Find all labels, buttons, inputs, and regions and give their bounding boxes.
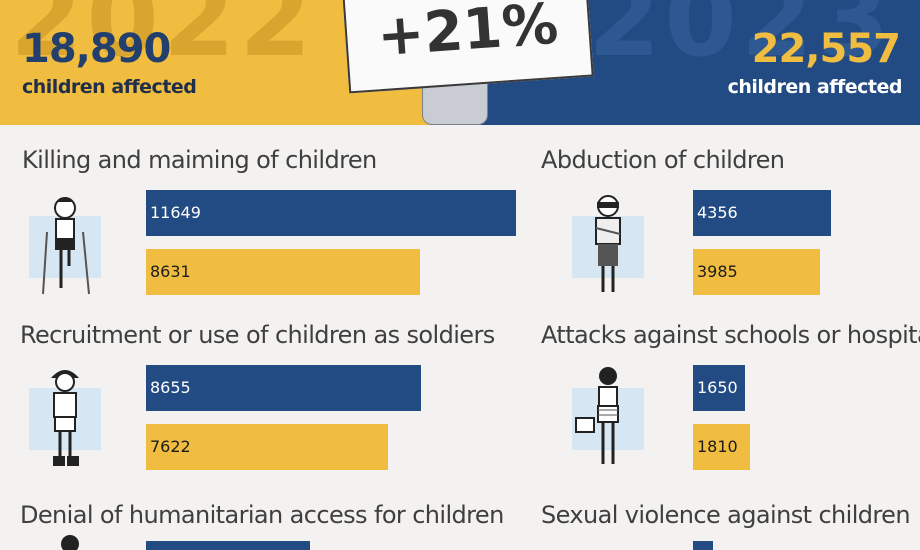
section-title-sexual-violence: Sexual violence against children xyxy=(541,501,911,529)
bar-label: 8655 xyxy=(150,378,191,397)
year-2023-watermark: 2023 xyxy=(588,0,894,80)
section-title-killing: Killing and maiming of children xyxy=(22,146,377,174)
section-title-recruitment: Recruitment or use of children as soldie… xyxy=(20,321,495,349)
schoolgirl-icon xyxy=(572,367,644,464)
change-percent: +21% xyxy=(375,0,561,70)
bar-label: 11649 xyxy=(150,203,201,222)
bar-killing-2022: 8631 xyxy=(146,249,420,295)
bar-label: 1810 xyxy=(697,437,738,456)
bar-label: 1650 xyxy=(697,378,738,397)
year-2022-watermark: 2022 xyxy=(10,0,316,80)
bar-killing-2023: 11649 xyxy=(146,190,516,236)
bar-sexual-violence-2023 xyxy=(693,541,713,550)
child-on-crutches-icon xyxy=(29,197,101,295)
bar-recruitment-2022: 7622 xyxy=(146,424,388,470)
total-2022-value: 18,890 xyxy=(22,26,171,72)
total-2022-label: children affected xyxy=(22,76,197,98)
bar-attacks-2023: 1650 xyxy=(693,365,745,411)
blindfolded-child-icon xyxy=(572,195,644,292)
bar-denial-2023 xyxy=(146,541,310,550)
bar-label: 8631 xyxy=(150,262,191,281)
bar-abduction-2023: 4356 xyxy=(693,190,831,236)
bar-label: 4356 xyxy=(697,203,738,222)
bar-abduction-2022: 3985 xyxy=(693,249,820,295)
bar-recruitment-2023: 8655 xyxy=(146,365,421,411)
total-2023-label: children affected xyxy=(727,76,903,98)
section-title-denial: Denial of humanitarian access for childr… xyxy=(20,501,504,529)
bar-attacks-2022: 1810 xyxy=(693,424,750,470)
bar-label: 3985 xyxy=(697,262,738,281)
total-2023-value: 22,557 xyxy=(751,26,901,72)
child-icon xyxy=(61,535,79,550)
section-title-abduction: Abduction of children xyxy=(541,146,785,174)
section-title-attacks: Attacks against schools or hospitals xyxy=(541,321,920,349)
child-soldier-helmet-icon xyxy=(29,370,101,466)
bar-label: 7622 xyxy=(150,437,191,456)
